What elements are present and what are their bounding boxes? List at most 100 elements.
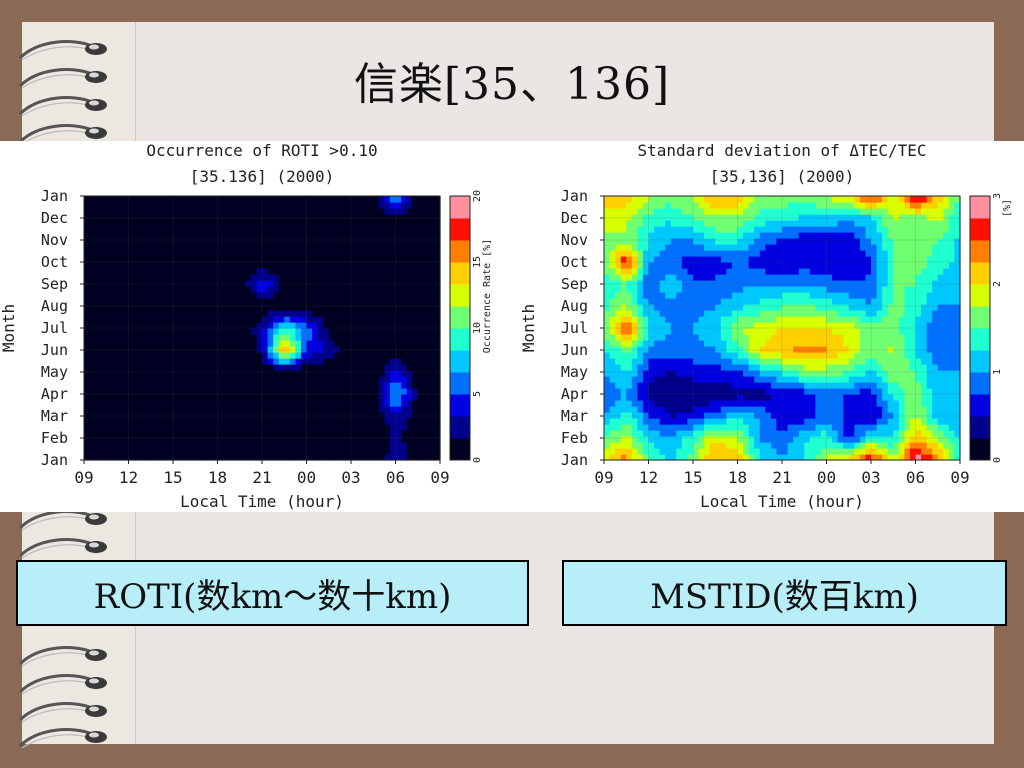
roti-heat-cell	[128, 406, 135, 413]
tec-heat-cell	[642, 346, 650, 353]
tec-heat-cell	[743, 376, 750, 383]
roti-heat-cell	[401, 316, 408, 323]
roti-heat-cell	[434, 250, 441, 257]
tec-heat-cell	[698, 376, 705, 383]
roti-heat-cell	[239, 274, 246, 281]
tec-heat-cell	[704, 304, 711, 311]
roti-heat-cell	[367, 442, 374, 449]
tec-heat-cell	[698, 334, 705, 341]
roti-heat-cell	[428, 244, 436, 251]
roti-heat-cell	[395, 430, 402, 437]
roti-heat-cell	[339, 328, 347, 335]
tec-heat-cell	[693, 286, 700, 293]
roti-heat-cell	[389, 226, 397, 233]
tec-heat-cell	[876, 430, 883, 437]
roti-heat-cell	[306, 358, 313, 365]
tec-heat-cell	[826, 316, 833, 323]
roti-heat-cell	[373, 214, 380, 221]
roti-heat-cell	[156, 244, 163, 251]
tec-heat-cell	[715, 400, 722, 407]
roti-heat-cell	[334, 358, 341, 365]
tec-heat-cell	[865, 376, 872, 383]
roti-heat-cell	[217, 250, 224, 257]
roti-heat-cell	[278, 442, 285, 449]
tec-heat-cell	[642, 448, 650, 455]
roti-heat-cell	[262, 418, 269, 425]
roti-heat-cell	[406, 298, 413, 305]
tec-heat-cell	[665, 436, 672, 443]
roti-heat-cell	[373, 436, 380, 443]
roti-heat-cell	[223, 406, 230, 413]
roti-heat-cell	[128, 280, 135, 287]
tec-heat-cell	[832, 424, 839, 431]
roti-heat-cell	[228, 352, 235, 359]
roti-heat-cell	[117, 328, 124, 335]
tec-heat-cell	[837, 280, 844, 287]
roti-heat-cell	[145, 226, 152, 233]
tec-heat-cell	[704, 358, 711, 365]
roti-heat-cell	[184, 286, 191, 293]
tec-heat-cell	[843, 316, 850, 323]
roti-heat-cell	[273, 454, 280, 461]
tec-heat-cell	[776, 280, 783, 287]
roti-heat-cell	[267, 328, 274, 335]
tec-heat-cell	[676, 280, 683, 287]
tec-heat-cell	[743, 304, 750, 311]
roti-heat-cell	[317, 328, 324, 335]
tec-heat-cell	[693, 358, 700, 365]
roti-heat-cell	[434, 220, 441, 227]
roti-heat-cell	[317, 376, 324, 383]
tec-heat-cell	[665, 382, 672, 389]
roti-heat-cell	[289, 388, 296, 395]
tec-heat-cell	[704, 274, 711, 281]
roti-heat-cell	[428, 382, 436, 389]
roti-heat-cell	[184, 370, 191, 377]
roti-heat-cell	[250, 256, 258, 263]
tec-heat-cell	[609, 382, 616, 389]
roti-heat-cell	[250, 280, 258, 287]
roti-heat-cell	[401, 328, 408, 335]
roti-heat-cell	[384, 436, 391, 443]
roti-heat-cell	[223, 202, 230, 209]
roti-heat-cell	[106, 256, 113, 263]
tec-heat-cell	[837, 340, 844, 347]
roti-heat-cell	[145, 358, 152, 365]
roti-heat-cell	[178, 250, 185, 257]
roti-heat-cell	[334, 226, 341, 233]
roti-heat-cell	[401, 346, 408, 353]
roti-heat-cell	[206, 454, 213, 461]
tec-heat-cell	[731, 310, 739, 317]
tec-heat-cell	[832, 292, 839, 299]
roti-heat-cell	[167, 304, 174, 311]
roti-heat-cell	[317, 208, 324, 215]
roti-heat-cell	[100, 238, 107, 245]
roti-heat-cell	[200, 310, 207, 317]
tec-heat-cell	[815, 280, 822, 287]
tec-heat-cell	[887, 454, 894, 461]
roti-heat-cell	[84, 334, 91, 341]
roti-heat-cell	[128, 220, 135, 227]
tec-heat-cell	[954, 364, 961, 371]
roti-heat-cell	[122, 328, 130, 335]
tec-heat-cell	[848, 340, 855, 347]
roti-heat-cell	[134, 454, 141, 461]
roti-heat-cell	[89, 346, 96, 353]
tec-heat-cell	[743, 358, 750, 365]
roti-heat-cell	[173, 304, 180, 311]
roti-heat-cell	[89, 316, 96, 323]
roti-heat-cell	[111, 256, 118, 263]
roti-heat-cell	[223, 448, 230, 455]
tec-heat-cell	[620, 430, 627, 437]
tec-heat-cell	[759, 292, 766, 299]
tec-heat-cell	[943, 442, 950, 449]
roti-heat-cell	[245, 202, 252, 209]
roti-heat-cell	[395, 214, 402, 221]
tec-heat-cell	[832, 340, 839, 347]
roti-heat-cell	[401, 250, 408, 257]
roti-heat-cell	[189, 304, 196, 311]
tec-heat-cell	[898, 412, 905, 419]
roti-heat-cell	[256, 322, 263, 329]
roti-heat-cell	[278, 244, 285, 251]
roti-heat-cell	[245, 424, 252, 431]
roti-heat-cell	[95, 202, 102, 209]
